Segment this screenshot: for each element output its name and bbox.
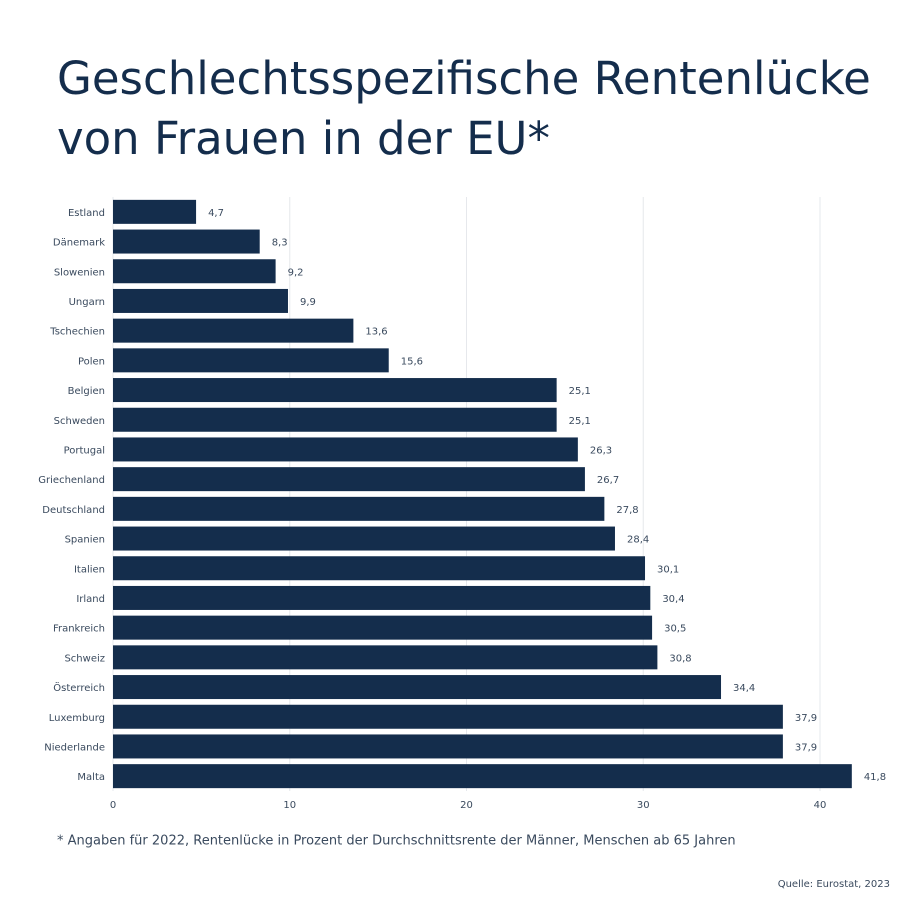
bar	[113, 496, 605, 521]
bar	[113, 259, 276, 284]
data-label: 26,7	[597, 475, 619, 486]
data-label: 26,3	[590, 445, 612, 456]
y-tick-label: Ungarn	[69, 297, 105, 308]
data-label: 37,9	[795, 713, 817, 724]
bar	[113, 467, 585, 492]
bar	[113, 318, 354, 343]
data-label: 25,1	[569, 416, 591, 427]
data-label: 15,6	[401, 356, 423, 367]
bar	[113, 526, 615, 551]
data-label: 34,4	[733, 683, 755, 694]
y-tick-label: Belgien	[68, 386, 105, 397]
y-tick-label: Estland	[68, 208, 105, 219]
data-label: 4,7	[208, 208, 224, 219]
y-tick-label: Malta	[77, 772, 105, 783]
y-tick-label: Dänemark	[53, 238, 105, 249]
source: Quelle: Eurostat, 2023	[778, 879, 890, 890]
bar	[113, 704, 783, 729]
bar	[113, 348, 389, 373]
bar	[113, 764, 852, 789]
bar	[113, 407, 557, 432]
data-label: 25,1	[569, 386, 591, 397]
footnote: * Angaben für 2022, Rentenlücke in Proze…	[57, 834, 736, 849]
x-tick-label: 0	[110, 800, 116, 811]
y-tick-label: Tschechien	[49, 327, 105, 338]
y-tick-label: Schweiz	[64, 653, 105, 664]
data-label: 30,1	[657, 564, 679, 575]
x-tick-label: 40	[814, 800, 827, 811]
data-label: 30,4	[662, 594, 684, 605]
bar	[113, 288, 288, 313]
bar	[113, 437, 578, 462]
y-tick-label: Luxemburg	[49, 713, 105, 724]
y-tick-label: Niederlande	[44, 742, 105, 753]
y-tick-label: Polen	[78, 356, 105, 367]
data-label: 30,8	[669, 653, 691, 664]
chart-title: Geschlechtsspezifische Rentenlücke	[57, 52, 871, 105]
data-label: 41,8	[864, 772, 886, 783]
y-tick-label: Schweden	[54, 416, 105, 427]
y-tick-label: Portugal	[64, 445, 105, 456]
data-label: 27,8	[616, 505, 638, 516]
bar	[113, 585, 651, 610]
x-tick-label: 20	[460, 800, 473, 811]
y-tick-label: Slowenien	[54, 267, 105, 278]
data-label: 13,6	[365, 327, 387, 338]
data-label: 9,9	[300, 297, 316, 308]
data-label: 8,3	[272, 238, 288, 249]
bar	[113, 556, 646, 581]
x-tick-label: 30	[637, 800, 650, 811]
y-tick-label: Österreich	[53, 681, 105, 694]
bar	[113, 378, 557, 403]
x-tick-label: 10	[283, 800, 296, 811]
y-tick-label: Irland	[76, 594, 105, 605]
y-tick-label: Frankreich	[53, 624, 105, 635]
y-tick-label: Spanien	[65, 535, 105, 546]
data-label: 30,5	[664, 624, 686, 635]
y-tick-label: Deutschland	[42, 505, 105, 516]
bar	[113, 734, 783, 759]
y-tick-label: Italien	[74, 564, 105, 575]
chart-title: von Frauen in der EU*	[57, 112, 550, 165]
bar	[113, 199, 197, 224]
data-label: 28,4	[627, 535, 649, 546]
bar	[113, 615, 653, 640]
bar	[113, 645, 658, 670]
bar	[113, 229, 260, 254]
data-label: 37,9	[795, 742, 817, 753]
y-tick-label: Griechenland	[38, 475, 105, 486]
data-label: 9,2	[288, 267, 304, 278]
bar	[113, 675, 722, 700]
